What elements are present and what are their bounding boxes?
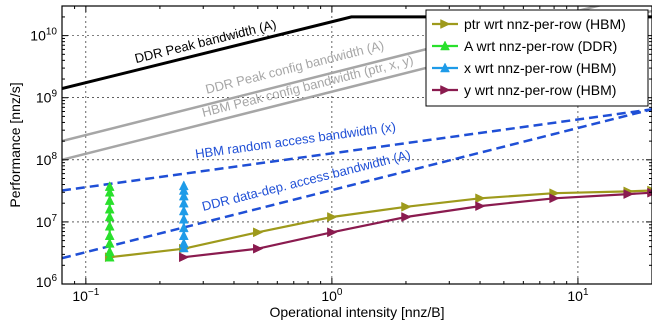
data-point (104, 195, 115, 205)
y-tick-label: 1010 (30, 27, 57, 44)
legend-entry: ptr wrt nnz-per-row (HBM) (432, 16, 626, 32)
data-point (623, 189, 634, 199)
data-series (104, 180, 652, 263)
series-3 (178, 180, 189, 253)
legend-label: x wrt nnz-per-row (HBM) (464, 60, 616, 76)
data-point (475, 193, 486, 204)
data-point (178, 180, 189, 191)
data-point (178, 237, 189, 248)
legend-label: ptr wrt nnz-per-row (HBM) (464, 16, 626, 32)
roofline-4 (62, 108, 652, 192)
y-axis-ticks: 106 107 108 109 1010 (30, 5, 652, 290)
data-point (178, 222, 189, 233)
data-point (253, 227, 264, 238)
y-tick-label: 109 (36, 89, 58, 106)
data-point (178, 197, 189, 208)
series-2 (104, 181, 115, 262)
legend-box (425, 9, 649, 107)
y-tick-label: 106 (36, 273, 58, 290)
x-tick-label: 10−1 (72, 287, 99, 304)
legend-label: A wrt nnz-per-row (DDR) (464, 38, 617, 54)
y-tick-label: 107 (36, 213, 58, 230)
x-tick-label: 101 (567, 287, 589, 304)
x-axis-label: Operational intensity [nnz/B] (269, 304, 444, 320)
y-tick-label: 108 (36, 151, 58, 168)
data-point (178, 190, 189, 201)
y-axis-label: Performance [nnz/s] (7, 82, 23, 207)
data-point (104, 181, 115, 191)
data-point (475, 201, 486, 211)
data-point (178, 205, 189, 216)
data-point (327, 227, 338, 238)
data-point (104, 246, 115, 257)
data-point (104, 251, 115, 262)
data-point (104, 211, 115, 222)
data-point (401, 201, 412, 212)
data-point (104, 237, 115, 248)
data-point (104, 220, 115, 231)
data-point (104, 186, 115, 197)
series-4 (179, 187, 652, 263)
legend: ptr wrt nnz-per-row (HBM) A wrt nnz-per-r… (425, 9, 649, 107)
legend-entry: A wrt nnz-per-row (DDR) (432, 38, 617, 54)
data-point (327, 212, 338, 222)
plot-frame (61, 5, 652, 285)
data-point (253, 243, 264, 254)
data-point (178, 230, 189, 240)
data-point (104, 203, 115, 214)
data-point (104, 230, 115, 240)
x-tick-label: 100 (321, 287, 343, 304)
data-point (401, 212, 412, 222)
legend-label: y wrt nnz-per-row (HBM) (464, 82, 616, 98)
legend-marker (440, 62, 450, 73)
roofline-5 (62, 108, 652, 260)
legend-entry: x wrt nnz-per-row (HBM) (432, 60, 616, 76)
data-point (178, 213, 189, 224)
legend-marker (440, 19, 451, 29)
legend-marker (440, 85, 451, 95)
series-line (183, 191, 652, 259)
x-axis-ticks: 10−1 100 101 (61, 6, 652, 304)
legend-marker (440, 40, 450, 51)
data-point (549, 193, 560, 204)
data-point (179, 252, 190, 263)
legend-entry: y wrt nnz-per-row (HBM) (432, 82, 616, 98)
